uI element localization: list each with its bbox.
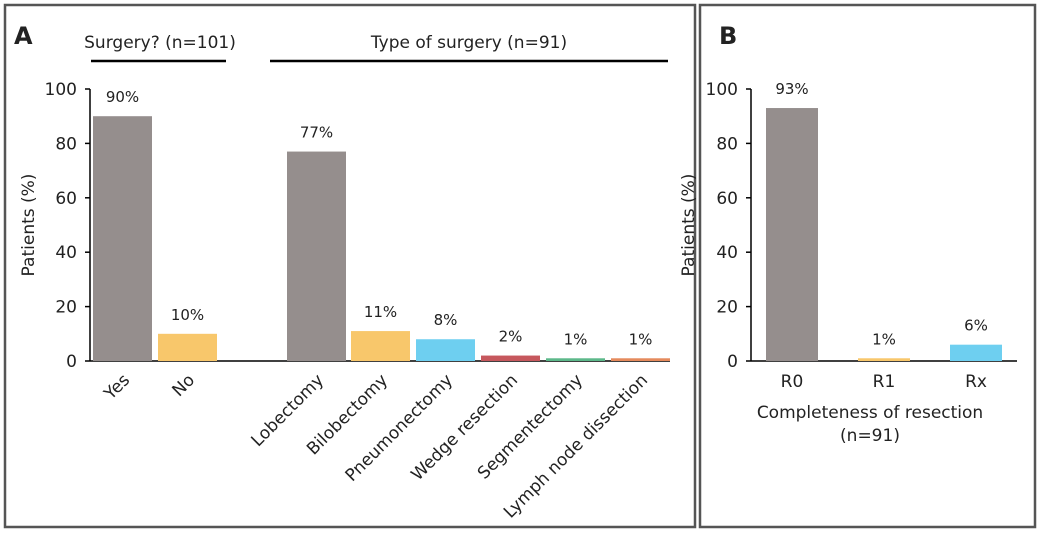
panel-a-bar — [611, 358, 670, 361]
panel-b-x-axis-label-n: (n=91) — [840, 426, 900, 446]
panel-b-y-tick-label: 20 — [716, 298, 738, 318]
panel-a-bar-value-label: 77% — [300, 124, 333, 142]
panel-b-frame — [698, 3, 1037, 529]
panel-a-bar — [93, 116, 152, 361]
panel-b-bar-value-label: 6% — [964, 317, 988, 335]
panel-a-bar — [158, 333, 217, 361]
panel-b-bar-value-label: 1% — [872, 330, 896, 348]
panel-b-bar — [858, 358, 910, 361]
panel-a-y-tick-label: 80 — [55, 134, 77, 154]
panel-a-bar-value-label: 90% — [106, 88, 139, 106]
panel-a-bar-value-label: 1% — [629, 330, 653, 348]
panel-b-y-tick-label: 60 — [716, 189, 738, 209]
panel-a-y-axis-label: Patients (%) — [19, 174, 39, 277]
panel-a-bar — [546, 358, 605, 361]
panel-a-bar-value-label: 2% — [499, 328, 523, 346]
panel-b-y-tick-label: 80 — [716, 134, 738, 154]
panel-a-y-tick-label: 40 — [55, 243, 77, 263]
panel-b-y-tick-label: 0 — [727, 352, 738, 372]
panel-a-y-tick-label: 60 — [55, 189, 77, 209]
panel-a-y-tick-label: 100 — [45, 80, 77, 100]
panel-a-bar-value-label: 8% — [434, 311, 458, 329]
panel-a-bar-value-label: 10% — [171, 306, 204, 324]
panel-b-x-tick-label: R1 — [873, 372, 896, 392]
panel-a-y-tick-label: 0 — [66, 352, 77, 372]
panel-b-plot: 0 20 40 60 80 100 93% R0 1% R1 6% Rx — [706, 80, 1017, 392]
panel-b-x-tick-label: R0 — [781, 372, 804, 392]
panel-a-bar — [416, 339, 475, 361]
panel-a-y-tick-label: 20 — [55, 298, 77, 318]
panel-a-bar-value-label: 11% — [364, 303, 397, 321]
group-header-surgery: Surgery? (n=101) — [84, 33, 236, 53]
panel-a-bar — [481, 355, 540, 361]
group-header-type: Type of surgery (n=91) — [370, 33, 567, 53]
panel-a-bar — [351, 331, 410, 361]
panel-b-bar-value-label: 93% — [775, 80, 808, 98]
panel-b-x-axis-label: Completeness of resection — [757, 403, 983, 423]
panel-a-letter: A — [14, 22, 33, 50]
panel-b-y-axis-label: Patients (%) — [679, 174, 699, 277]
panel-a-frame — [3, 3, 697, 529]
panel-b-x-tick-label: Rx — [965, 372, 987, 392]
panel-b-bar — [950, 344, 1002, 361]
panel-b-bar — [766, 108, 818, 361]
panel-a-bar — [287, 151, 346, 361]
panel-b-letter: B — [719, 22, 737, 50]
panel-b-y-tick-label: 100 — [706, 80, 738, 100]
panel-a-x-tick-label: No — [169, 370, 199, 400]
panel-b-y-tick-label: 40 — [716, 243, 738, 263]
panel-a-bar-value-label: 1% — [564, 330, 588, 348]
panel-a-x-tick-label: Yes — [100, 370, 134, 404]
panel-a-x-tick-label: Pneumonectomy — [342, 370, 457, 485]
